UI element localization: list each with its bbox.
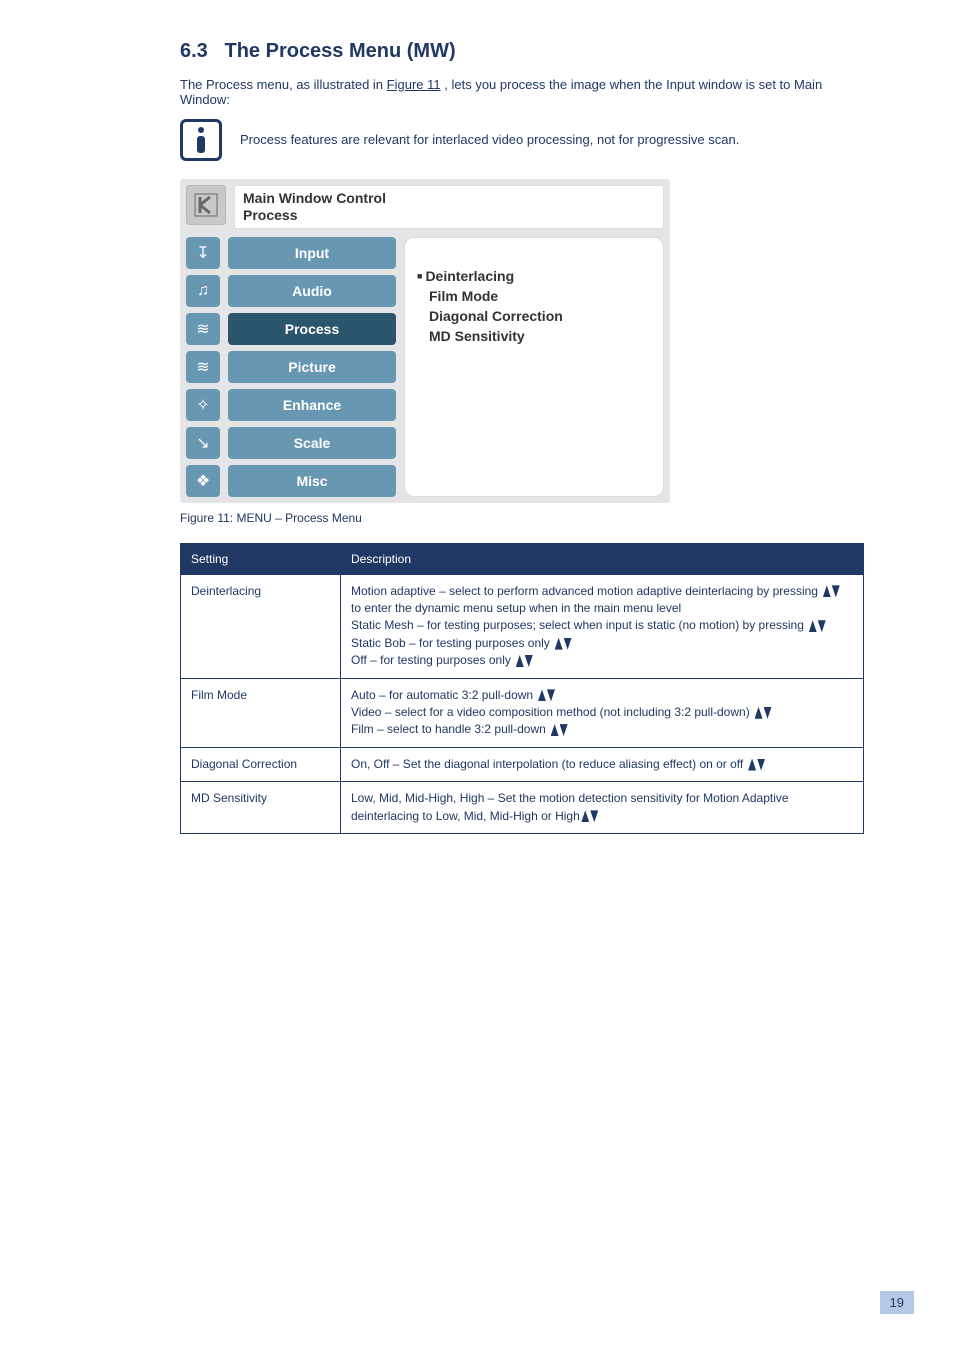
osd-menu-item[interactable]: ↧Input	[186, 237, 396, 269]
nav-arrows-icon	[754, 707, 772, 719]
osd-menu-label: Picture	[228, 351, 396, 383]
osd-content-panel: DeinterlacingFilm ModeDiagonal Correctio…	[404, 237, 664, 497]
figure-link[interactable]: Figure 11	[387, 77, 441, 92]
lead-paragraph: The Process menu, as illustrated in Figu…	[180, 77, 864, 107]
osd-header: Main Window Control Process	[234, 185, 664, 229]
section-heading: 6.3 The Process Menu (MW)	[180, 40, 864, 63]
osd-menu-item[interactable]: ♫Audio	[186, 275, 396, 307]
setting-name-cell: Film Mode	[181, 678, 341, 747]
table-row: Diagonal CorrectionOn, Off – Set the dia…	[181, 747, 864, 781]
osd-menu-icon: ❖	[186, 465, 220, 497]
figure-caption: Figure 11: MENU – Process Menu	[180, 511, 864, 525]
nav-arrows-icon	[748, 759, 766, 771]
osd-menu: ↧Input♫Audio≋Process≋Picture✧Enhance↘Sca…	[186, 237, 396, 497]
nav-arrows-icon	[808, 620, 826, 632]
osd-menu-label: Misc	[228, 465, 396, 497]
nav-arrows-icon	[581, 810, 599, 822]
nav-arrows-icon	[822, 585, 840, 597]
osd-menu-label: Input	[228, 237, 396, 269]
osd-menu-icon: ↘	[186, 427, 220, 459]
table-row: Film ModeAuto – for automatic 3:2 pull-d…	[181, 678, 864, 747]
info-note: Process features are relevant for interl…	[180, 119, 864, 161]
osd-menu-item[interactable]: ❖Misc	[186, 465, 396, 497]
table-row: DeinterlacingMotion adaptive – select to…	[181, 574, 864, 678]
osd-menu-item[interactable]: ≋Process	[186, 313, 396, 345]
nav-arrows-icon	[550, 724, 568, 736]
table-header-description: Description	[341, 543, 864, 574]
osd-menu-icon: ≋	[186, 313, 220, 345]
osd-menu-item[interactable]: ↘Scale	[186, 427, 396, 459]
osd-content-item[interactable]: Deinterlacing	[417, 266, 651, 286]
setting-name-cell: Diagonal Correction	[181, 747, 341, 781]
table-header-setting: Setting	[181, 543, 341, 574]
setting-desc-cell: Auto – for automatic 3:2 pull-down Video…	[341, 678, 864, 747]
setting-desc-cell: On, Off – Set the diagonal interpolation…	[341, 747, 864, 781]
nav-arrows-icon	[537, 689, 555, 701]
info-icon	[180, 119, 222, 161]
section-title-text: The Process Menu (MW)	[224, 40, 455, 62]
brand-logo	[186, 185, 226, 225]
osd-menu-icon: ✧	[186, 389, 220, 421]
osd-menu-item[interactable]: ✧Enhance	[186, 389, 396, 421]
osd-content-item[interactable]: Diagonal Correction	[417, 306, 651, 326]
osd-menu-icon: ↧	[186, 237, 220, 269]
settings-table: Setting Description DeinterlacingMotion …	[180, 543, 864, 834]
osd-menu-label: Process	[228, 313, 396, 345]
osd-menu-label: Scale	[228, 427, 396, 459]
setting-name-cell: Deinterlacing	[181, 574, 341, 678]
osd-content-item[interactable]: MD Sensitivity	[417, 326, 651, 346]
nav-arrows-icon	[554, 638, 572, 650]
osd-menu-item[interactable]: ≋Picture	[186, 351, 396, 383]
setting-name-cell: MD Sensitivity	[181, 782, 341, 834]
page-number: 19	[880, 1291, 914, 1314]
settings-tbody: DeinterlacingMotion adaptive – select to…	[181, 574, 864, 833]
osd-menu-label: Enhance	[228, 389, 396, 421]
setting-desc-cell: Motion adaptive – select to perform adva…	[341, 574, 864, 678]
osd-screenshot: Main Window Control Process ↧Input♫Audio…	[180, 179, 670, 503]
info-note-text: Process features are relevant for interl…	[240, 132, 739, 149]
table-row: MD SensitivityLow, Mid, Mid-High, High –…	[181, 782, 864, 834]
osd-menu-icon: ♫	[186, 275, 220, 307]
nav-arrows-icon	[515, 655, 533, 667]
osd-menu-icon: ≋	[186, 351, 220, 383]
setting-desc-cell: Low, Mid, Mid-High, High – Set the motio…	[341, 782, 864, 834]
section-number: 6.3	[180, 40, 208, 62]
osd-menu-label: Audio	[228, 275, 396, 307]
osd-content-item[interactable]: Film Mode	[417, 286, 651, 306]
